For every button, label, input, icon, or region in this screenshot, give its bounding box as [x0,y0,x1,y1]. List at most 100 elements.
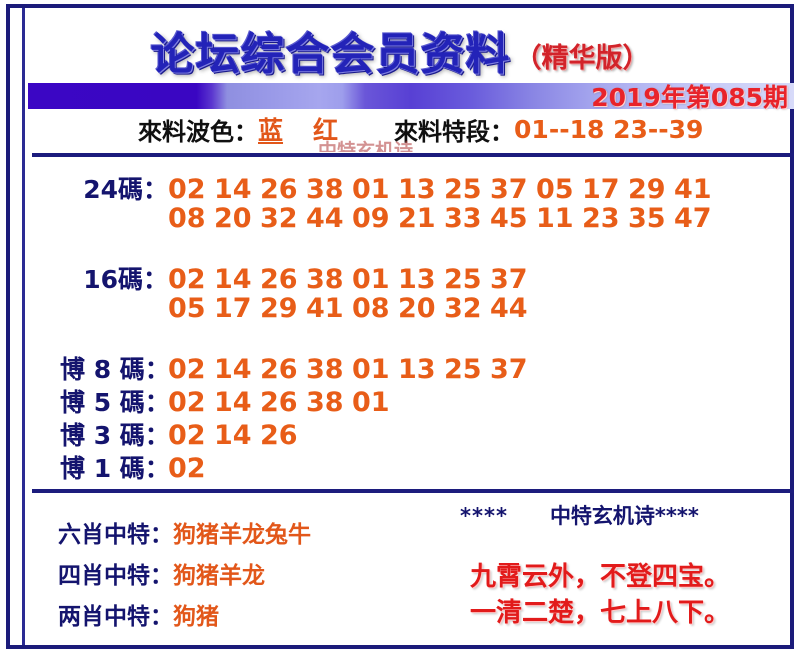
number-cell: 38 [306,174,344,205]
number-cell: 26 [260,264,298,295]
wave-color-label: 來料波色： [138,117,258,146]
number-cell: 37 [490,264,528,295]
number-cell: 26 [260,354,298,385]
number-cell: 33 [444,203,482,234]
number-cell: 21 [398,203,436,234]
number-cell: 26 [260,174,298,205]
number-cell: 20 [398,293,436,324]
row-24ma-label: 24碼： [83,175,168,204]
row-24ma-values-line2: 08 20 32 44 09 21 33 45 11 23 35 47 [168,203,720,234]
number-cell: 35 [628,203,666,234]
number-cell: 02 [168,264,206,295]
wave-color-red: 红 [313,116,339,145]
number-cell: 13 [398,264,436,295]
number-cell: 01 [352,387,390,418]
number-cell: 32 [444,293,482,324]
number-cell: 05 [536,174,574,205]
faint-watermark: 中特玄机诗 [318,140,414,152]
poem-stars-left: **** [460,504,508,528]
row-16ma-line2: 05 17 29 41 08 20 32 44 [78,293,536,324]
row-bo5-label: 博 5 碼： [60,388,170,417]
row-six-xiao: 六肖中特： 狗猪羊龙兔牛 [58,515,311,549]
title-main-text: 论坛综合会员资料 [150,29,511,80]
segment-value: 01--18 23--39 [514,114,704,144]
row-16ma-values-line1: 02 14 26 38 01 13 25 37 [168,264,536,295]
poem-heading: **** 中特玄机诗**** [460,500,790,530]
number-cell: 41 [674,174,712,205]
divider-top [32,153,794,157]
number-cell: 17 [214,293,252,324]
row-bo8: 博 8 碼： 02 14 26 38 01 13 25 37 [60,350,536,386]
row-bo5: 博 5 碼： 02 14 26 38 01 [60,383,398,419]
number-cell: 26 [260,387,298,418]
number-cell: 38 [306,264,344,295]
row-four-xiao-label: 四肖中特： [58,563,173,589]
number-cell: 20 [214,203,252,234]
number-cell: 11 [536,203,574,234]
row-bo8-label: 博 8 碼： [60,355,170,384]
row-24ma-values-line1: 02 14 26 38 01 13 25 37 05 17 29 41 [168,174,720,205]
title-edition-badge: （精华版） [514,42,650,74]
number-cell: 25 [444,354,482,385]
number-cell: 44 [490,293,528,324]
number-cell: 13 [398,354,436,385]
number-cell: 02 [168,354,206,385]
number-cell: 41 [306,293,344,324]
row-16ma-values-line2: 05 17 29 41 08 20 32 44 [168,293,536,324]
number-cell: 14 [214,264,252,295]
row-two-xiao-value: 狗猪 [173,604,219,630]
number-cell: 38 [306,354,344,385]
outer-border [6,4,794,649]
row-24ma-line2: 08 20 32 44 09 21 33 45 11 23 35 47 [78,203,720,234]
row-24ma-line1: 24碼： 02 14 26 38 01 13 25 37 05 17 29 41 [78,170,720,206]
row-bo1-label: 博 1 碼： [60,454,170,483]
number-cell: 14 [214,420,252,451]
number-cell: 29 [628,174,666,205]
poem-heading-title: 中特玄机诗**** [549,504,699,528]
row-bo8-values: 02 14 26 38 01 13 25 37 [168,354,536,385]
row-bo5-values: 02 14 26 38 01 [168,387,398,418]
number-cell: 17 [582,174,620,205]
row-bo1-values: 02 [168,453,214,484]
row-six-xiao-label: 六肖中特： [58,522,173,548]
poem-line-1: 九霄云外，不登四宝。 [469,562,730,592]
poem-line-2: 一清二楚，七上八下。 [469,598,730,628]
number-cell: 23 [582,203,620,234]
gradient-banner: 2019年第085期 [28,83,794,112]
number-cell: 02 [168,174,206,205]
number-cell: 37 [490,174,528,205]
issue-number: 2019年第085期 [591,83,788,112]
number-cell: 14 [214,174,252,205]
row-six-xiao-value: 狗猪羊龙兔牛 [173,522,311,548]
number-cell: 02 [168,387,206,418]
number-cell: 09 [352,203,390,234]
row-16ma-label: 16碼： [83,265,168,294]
number-cell: 26 [260,420,298,451]
number-cell: 38 [306,387,344,418]
number-cell: 05 [168,293,206,324]
row-four-xiao: 四肖中特： 狗猪羊龙 [58,556,265,590]
page-title: 论坛综合会员资料 （精华版） [0,20,800,80]
number-cell: 01 [352,354,390,385]
number-cell: 25 [444,264,482,295]
row-two-xiao: 两肖中特： 狗猪 [58,597,219,631]
row-bo3-values: 02 14 26 [168,420,306,451]
number-cell: 47 [674,203,712,234]
number-cell: 02 [168,420,206,451]
number-cell: 14 [214,354,252,385]
number-cell: 14 [214,387,252,418]
number-cell: 37 [490,354,528,385]
inner-left-border [22,8,25,645]
number-cell: 13 [398,174,436,205]
number-cell: 32 [260,203,298,234]
row-bo3: 博 3 碼： 02 14 26 [60,416,306,452]
row-16ma-line1: 16碼： 02 14 26 38 01 13 25 37 [78,260,536,296]
number-cell: 44 [306,203,344,234]
number-cell: 08 [168,203,206,234]
divider-bottom [32,489,794,493]
row-bo3-label: 博 3 碼： [60,421,170,450]
wave-color-blue: 蓝 [258,116,284,145]
lailiao-row: 來料波色： 蓝 红 來料特段： 01--18 23--39 [0,112,800,146]
row-four-xiao-value: 狗猪羊龙 [173,563,265,589]
